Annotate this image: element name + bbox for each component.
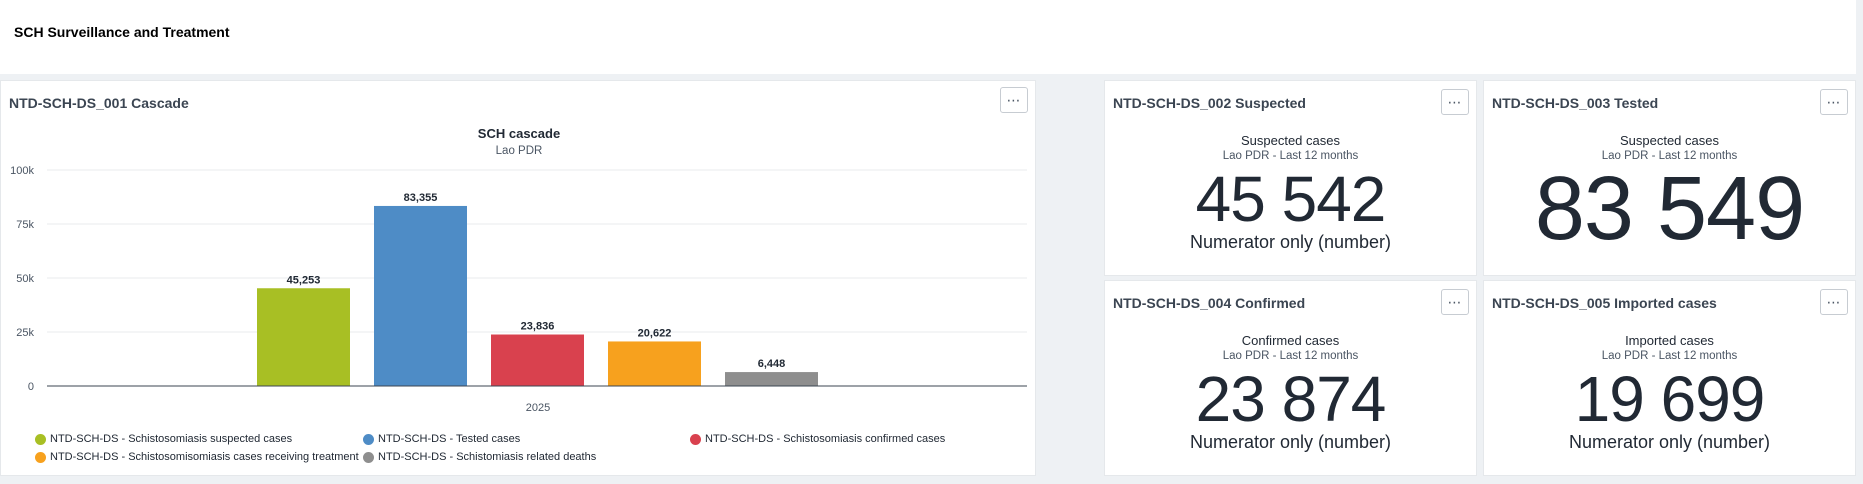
legend-label: NTD-SCH-DS - Schistosomiasis confirmed c… (705, 433, 946, 445)
chart-data-label: 45,253 (287, 274, 321, 286)
legend-item[interactable]: NTD-SCH-DS - Tested cases (363, 433, 520, 445)
chart-y-axis: 0 25k 50k 75k 100k (10, 165, 34, 393)
dashboard-header: SCH Surveillance and Treatment (0, 0, 1856, 74)
chart-bar[interactable] (725, 372, 818, 386)
legend-item[interactable]: NTD-SCH-DS - Schistomiasis related death… (363, 451, 596, 463)
sv-description: Numerator only (number) (1568, 432, 1771, 452)
sv-card-title: NTD-SCH-DS_003 Tested (1492, 95, 1659, 111)
legend-swatch (35, 433, 46, 445)
sv-subtitle: Lao PDR - Last 12 months (1601, 150, 1738, 162)
legend-label: NTD-SCH-DS - Tested cases (378, 433, 521, 445)
sv-value: 23 874 (1195, 363, 1387, 435)
sv-menu-button[interactable]: ⋯ (1820, 289, 1848, 315)
single-value-card-suspected: NTD-SCH-DS_002 Suspected ⋯ Suspected cas… (1104, 80, 1477, 276)
sv-value: 45 542 (1195, 163, 1387, 235)
chart-y-tick-label: 25k (16, 327, 34, 339)
chart-gridlines (47, 169, 1027, 333)
sv-subtitle: Lao PDR - Last 12 months (1222, 350, 1359, 362)
legend-swatch (363, 433, 374, 445)
chart-y-tick-label: 0 (28, 381, 34, 393)
chart-bars (257, 205, 818, 386)
sv-subtitle: Lao PDR - Last 12 months (1222, 150, 1359, 162)
legend-swatch (35, 451, 46, 463)
single-value-card-confirmed: NTD-SCH-DS_004 Confirmed ⋯ Confirmed cas… (1104, 280, 1477, 476)
cascade-card-title: NTD-SCH-DS_001 Cascade (9, 95, 189, 111)
sv-card-title: NTD-SCH-DS_005 Imported cases (1492, 295, 1717, 311)
legend-label: NTD-SCH-DS - Schistosomisomiasis cases r… (50, 451, 359, 463)
legend-item[interactable]: NTD-SCH-DS - Schistosomiasis suspected c… (35, 433, 292, 445)
chart-x-tick-label: 2025 (526, 402, 550, 414)
sv-value: 19 699 (1574, 363, 1766, 435)
legend-label: NTD-SCH-DS - Schistosomiasis suspected c… (50, 433, 293, 445)
sv-menu-button[interactable]: ⋯ (1441, 289, 1469, 315)
sv-label: Suspected cases (1619, 133, 1719, 148)
sv-card-title: NTD-SCH-DS_002 Suspected (1113, 95, 1306, 111)
sv-description: Numerator only (number) (1189, 232, 1392, 252)
legend-swatch (690, 433, 701, 445)
legend-swatch (363, 451, 374, 463)
single-value-card-tested: NTD-SCH-DS_003 Tested ⋯ Suspected cases … (1483, 80, 1856, 276)
chart-data-labels: 45,253 83,355 23,836 20,622 6,448 (287, 192, 786, 370)
cascade-menu-button[interactable]: ⋯ (1000, 87, 1028, 113)
chart-y-tick-label: 75k (16, 219, 34, 231)
chart-data-label: 6,448 (758, 358, 786, 370)
sv-card-title: NTD-SCH-DS_004 Confirmed (1113, 295, 1306, 311)
cascade-chart: SCH cascade Lao PDR 0 25k 50k 75k 100k 45,25… (10, 126, 1027, 414)
legend-item[interactable]: NTD-SCH-DS - Schistosomiasis confirmed c… (690, 433, 945, 445)
sv-label: Suspected cases (1240, 133, 1340, 148)
sv-description: Numerator only (number) (1189, 432, 1392, 452)
chart-y-tick-label: 100k (10, 165, 34, 177)
sv-menu-button[interactable]: ⋯ (1820, 89, 1848, 115)
sv-subtitle: Lao PDR - Last 12 months (1601, 350, 1738, 362)
chart-data-label: 23,836 (521, 321, 555, 333)
sv-menu-button[interactable]: ⋯ (1441, 89, 1469, 115)
chart-bar[interactable] (491, 334, 584, 386)
sv-label: Confirmed cases (1241, 333, 1340, 348)
chart-data-label: 20,622 (638, 327, 672, 339)
page-title: SCH Surveillance and Treatment (14, 24, 230, 40)
sv-value: 83 549 (1534, 159, 1805, 259)
chart-bar[interactable] (257, 288, 350, 386)
chart-y-tick-label: 50k (16, 273, 34, 285)
legend-label: NTD-SCH-DS - Schistomiasis related death… (378, 451, 597, 463)
cascade-chart-card: NTD-SCH-DS_001 Cascade ⋯ SCH cascade Lao… (0, 80, 1036, 476)
legend-item[interactable]: NTD-SCH-DS - Schistosomisomiasis cases r… (35, 451, 359, 463)
chart-bar[interactable] (374, 205, 467, 386)
chart-bar[interactable] (608, 341, 701, 386)
single-value-card-imported: NTD-SCH-DS_005 Imported cases ⋯ Imported… (1483, 280, 1856, 476)
chart-data-label: 83,355 (404, 192, 438, 204)
chart-title: SCH cascade (478, 126, 560, 141)
chart-subtitle: Lao PDR (496, 145, 543, 157)
sv-label: Imported cases (1625, 333, 1714, 348)
